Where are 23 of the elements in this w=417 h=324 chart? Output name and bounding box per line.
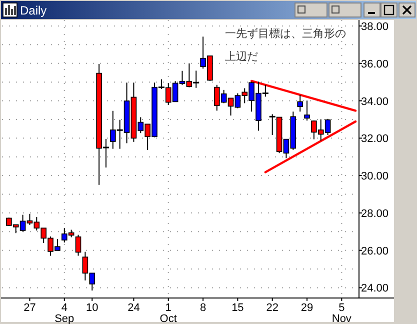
x-tick-label: 5 Nov [332,302,352,324]
x-tick-label: 24 [128,302,140,314]
x-tick-label: 8 [200,302,206,314]
annotation: 一先ず目標は、三角形の上辺だ [225,27,346,63]
candlestick [304,100,310,122]
x-tick-label: 15 [232,302,244,314]
y-tick-label: 26.00 [361,245,389,258]
y-tick-label: 34.00 [361,96,389,108]
y-tick-label: 36.00 [361,58,389,70]
x-tick-label: 4 Sep [54,302,74,324]
x-tick-label: 22 [266,302,278,314]
x-tick-label: 10 [86,302,98,314]
x-tick-label: 27 [24,302,36,314]
x-tick-label: 29 [300,302,314,314]
candlestick [297,94,303,112]
y-tick-label: 32.00 [361,133,389,146]
candlestick [75,234,82,256]
chart-title: Daily [20,4,47,18]
x-tick-label: 1 Oct [160,302,177,324]
y-tick-label: 30.00 [361,170,389,183]
y-tick-label: 24.00 [361,282,389,295]
y-tick-label: 38.00 [361,20,389,33]
y-tick-label: 28.00 [361,208,389,220]
